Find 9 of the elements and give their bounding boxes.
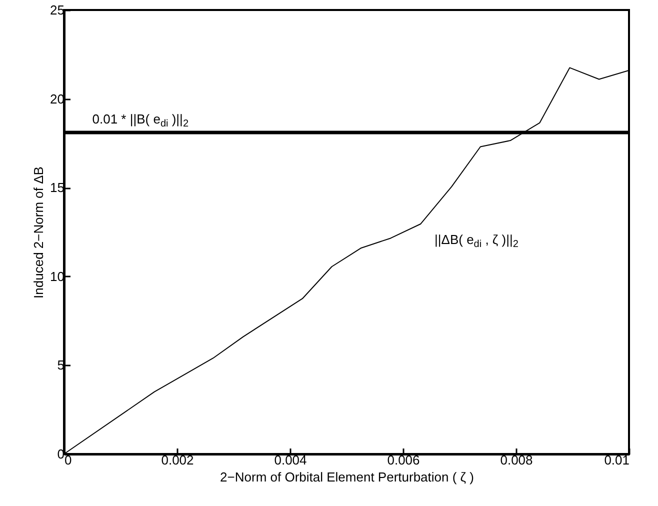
series-label: ||ΔB( e$_{di}$ , ζ )||$_{2}$ xyxy=(434,232,519,250)
x-axis-title: 2−Norm of Orbital Element Perturbation ( ζ ) xyxy=(220,470,474,484)
x-tick-label: 0.002 xyxy=(161,452,194,468)
x-tick-label: 0.01 xyxy=(604,452,630,468)
ref-line-label: 0.01 * ||B( e$_{di}$ )||$_{2}$ xyxy=(92,112,189,130)
x-tick-label: 0.008 xyxy=(500,452,533,468)
x-tick-label: 0.006 xyxy=(387,452,420,468)
y-axis-title: Induced 2−Norm of ΔB xyxy=(31,166,46,298)
x-tick-label: 0.004 xyxy=(274,452,307,468)
